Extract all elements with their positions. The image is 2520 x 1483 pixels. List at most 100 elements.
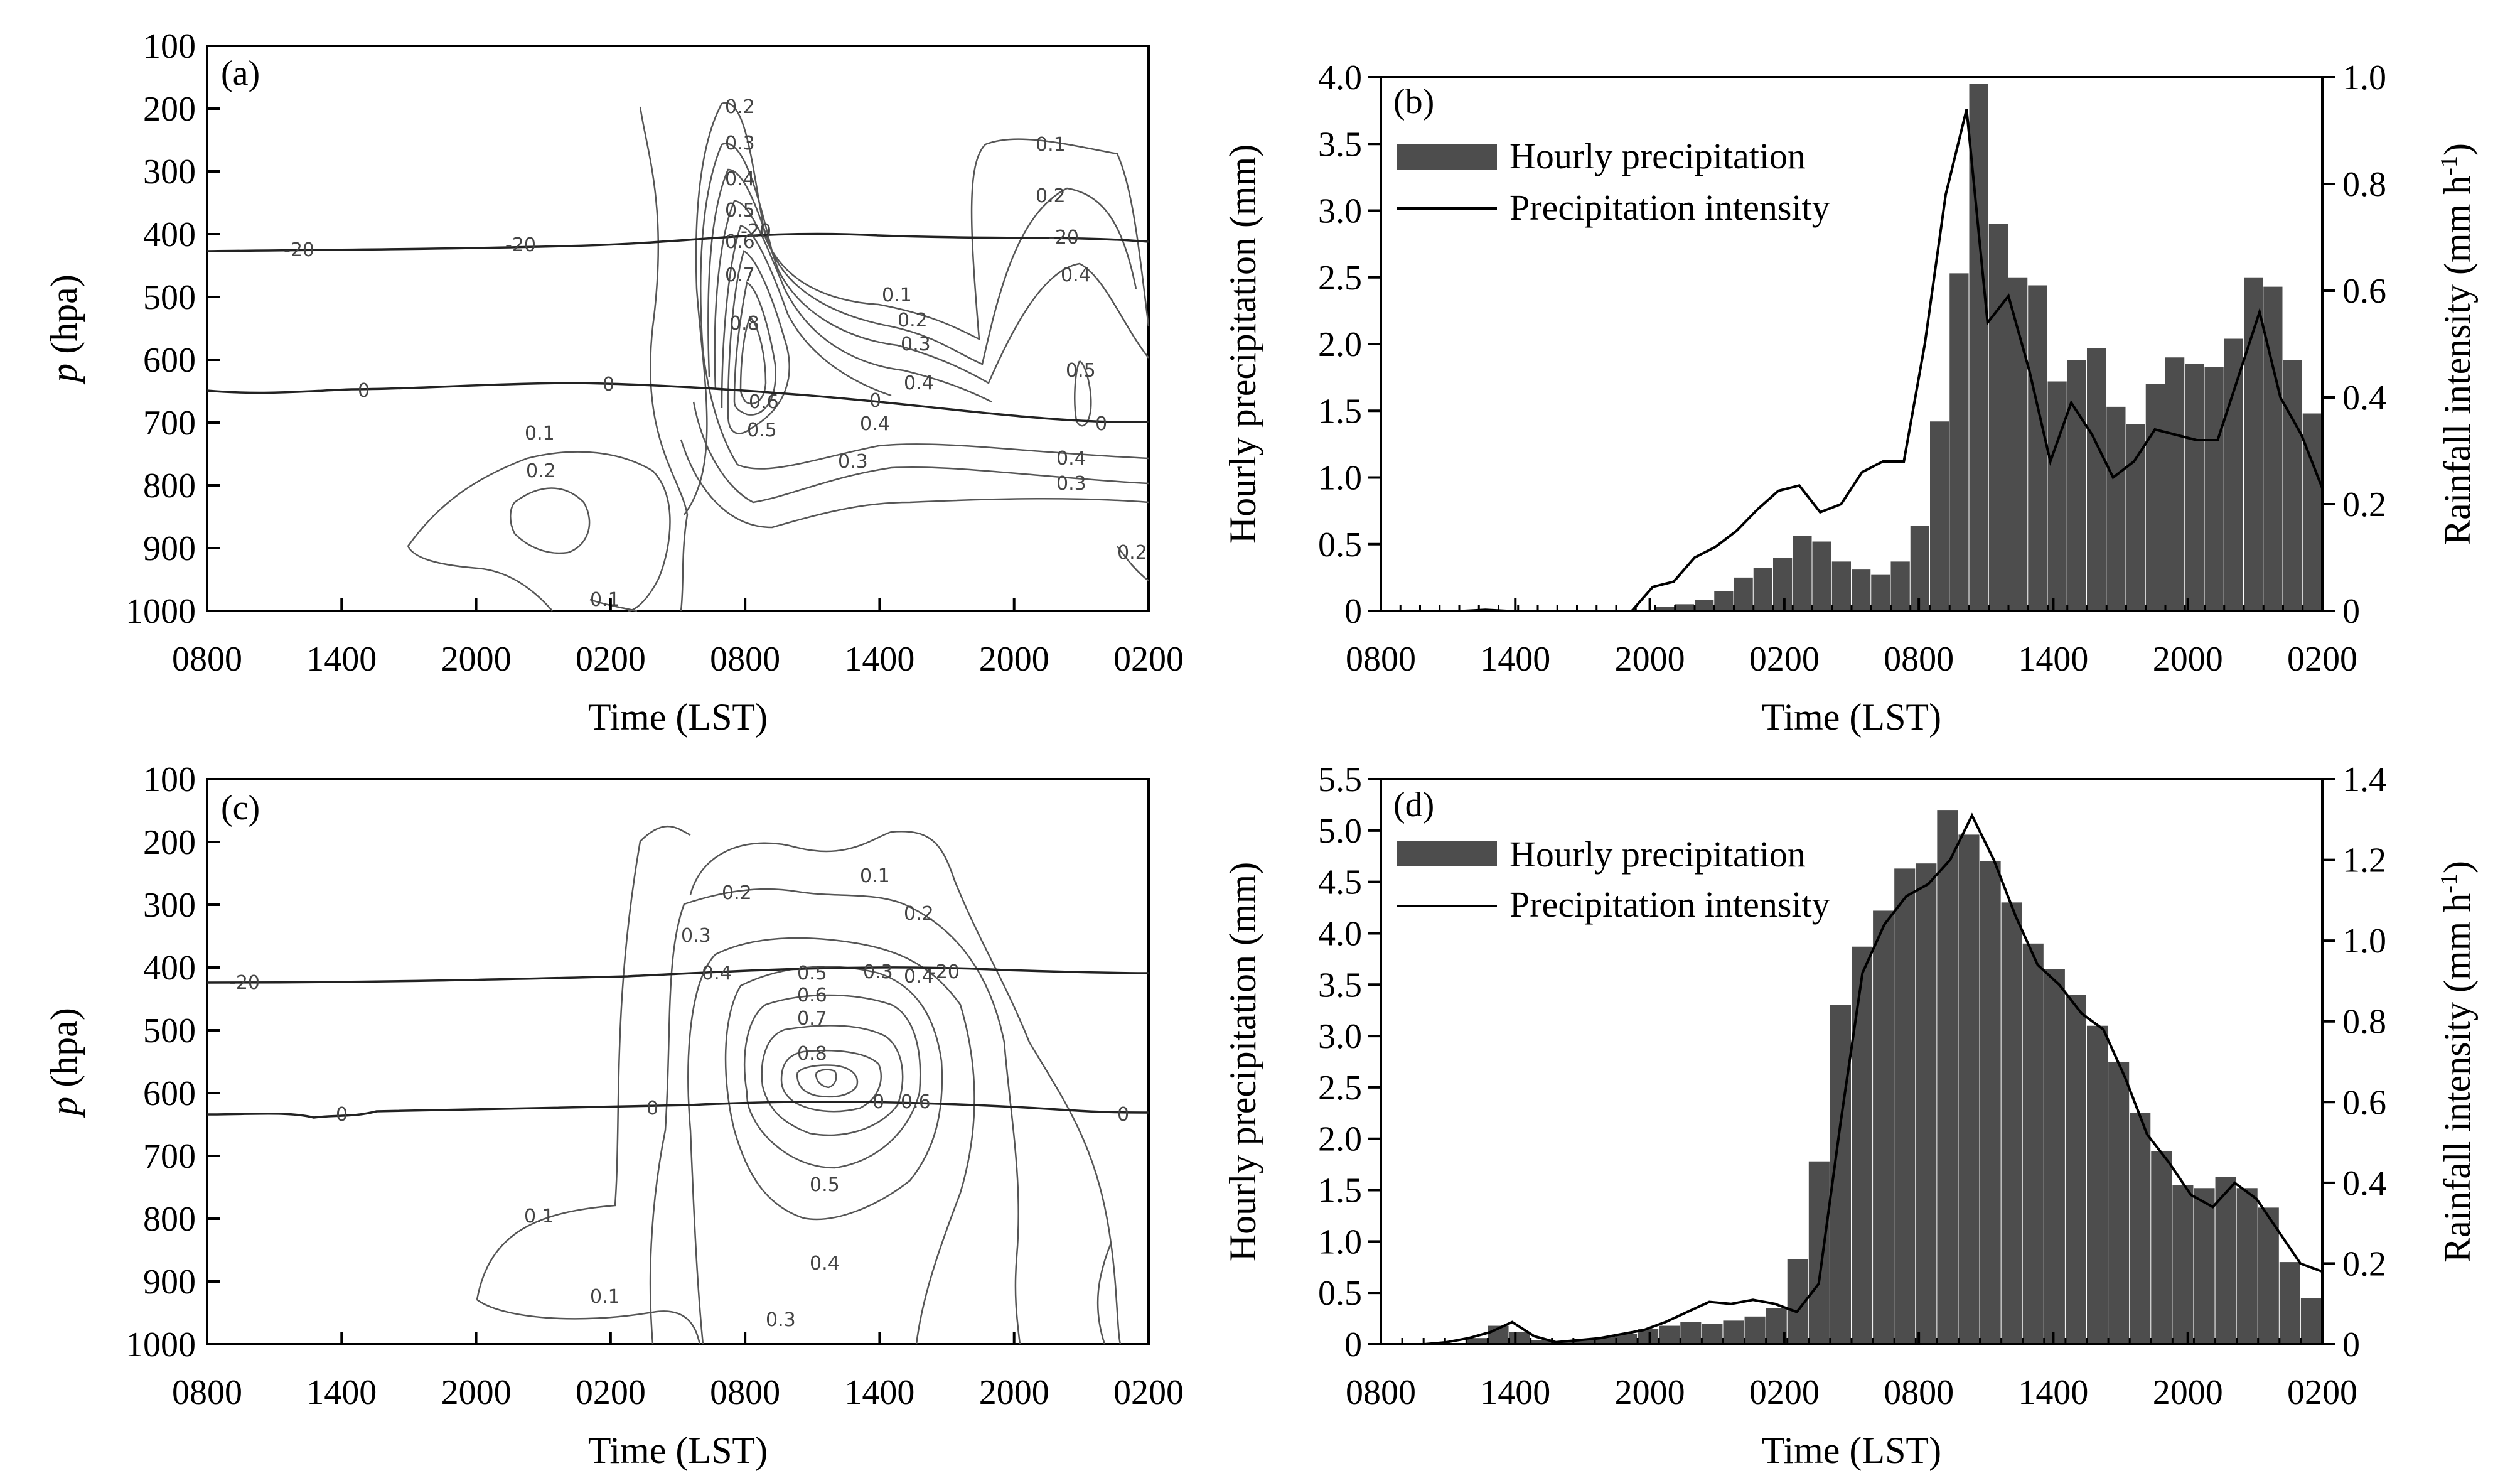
precip-bar	[2108, 1062, 2130, 1344]
y-tick-label: 3.5	[1318, 966, 1362, 1005]
y-tick-label: 1000	[126, 1325, 196, 1364]
precip-bar	[1949, 273, 1969, 611]
panel-b-left-y-axis-title: Hourly precipitation (mm)	[1222, 144, 1263, 544]
y-tick-label: 0.6	[2342, 272, 2386, 311]
y-tick-label: 0	[2342, 1325, 2360, 1364]
contour-line	[639, 106, 689, 612]
precip-bar	[1890, 561, 1910, 611]
legend-bar-label: Hourly precipitation	[1509, 834, 1806, 875]
contour-label: 0.1	[525, 423, 555, 445]
precip-bar	[1988, 224, 2008, 611]
x-tick-label: 2000	[1615, 640, 1685, 679]
contour-label: 0.4	[860, 413, 890, 435]
contour-label: 0.5	[810, 1174, 840, 1196]
y-tick-label: 5.0	[1318, 812, 1362, 851]
y-tick-label: 800	[143, 1200, 196, 1239]
precip-bar	[2067, 360, 2086, 611]
contour-label: 0.3	[838, 451, 868, 473]
precip-bar	[1659, 1325, 1680, 1344]
y-tick-label: 4.0	[1318, 914, 1362, 953]
precip-bar	[1744, 1316, 1766, 1344]
x-tick-label: 0200	[576, 640, 646, 679]
x-tick-label: 0800	[172, 1373, 242, 1412]
precip-bar	[1808, 1161, 1830, 1344]
contour-label: 0.4	[1061, 264, 1091, 286]
contour-line	[700, 143, 1137, 365]
contour-line	[683, 102, 1150, 515]
precip-bar	[1723, 1320, 1744, 1344]
contour-label: 0	[872, 1091, 884, 1113]
precip-bar	[2185, 364, 2204, 611]
y-tick-label: 600	[143, 1074, 196, 1113]
contour-line	[707, 168, 1149, 384]
contour-label: 0.1	[860, 865, 890, 887]
precip-bar	[1734, 577, 1753, 611]
precip-bar	[2047, 381, 2067, 611]
contour-label: 0.4	[810, 1253, 840, 1275]
contour-line	[724, 966, 943, 1221]
panel-b-precipitation-chart: (b) Hourly precipitation Precipitation i…	[1222, 58, 2478, 738]
contour-label: 0	[358, 380, 370, 402]
precip-bar	[1958, 834, 1980, 1344]
y-tick-label: 3.5	[1318, 125, 1362, 164]
precip-bar	[1616, 1334, 1638, 1344]
y-tick-label: 1.0	[1318, 459, 1362, 498]
contour-label: 0.8	[797, 1043, 827, 1065]
y-tick-label: 200	[143, 90, 196, 129]
legend-bar-swatch	[1397, 144, 1497, 170]
precip-bar	[1831, 561, 1851, 611]
contour-label: 0	[603, 374, 614, 396]
precip-bar	[1980, 861, 2001, 1344]
panel-b-x-axis-title: Time (LST)	[1762, 696, 1941, 738]
panel-a-contours	[407, 102, 1150, 612]
y-tick-label: 0.5	[1318, 526, 1362, 564]
contour-line	[744, 994, 921, 1169]
x-tick-label: 0200	[2287, 1373, 2357, 1412]
y-tick-label: 100	[143, 760, 196, 799]
panel-c-x-axis-title: Time (LST)	[588, 1430, 768, 1471]
x-tick-label: 1400	[844, 640, 914, 679]
x-tick-label: 0800	[710, 1373, 780, 1412]
contour-line	[680, 439, 1149, 529]
precip-bar	[1916, 863, 1937, 1344]
contour-line	[733, 281, 776, 416]
y-axis-title-rest: (hpa)	[43, 1008, 85, 1097]
right-axis-title-prefix: Rainfall intensity (mm h	[2437, 893, 2478, 1263]
y-tick-label: 500	[143, 278, 196, 317]
precip-bar	[1530, 1340, 1552, 1344]
contour-label: 0	[869, 390, 881, 412]
panel-d-label: (d)	[1393, 785, 1434, 824]
panel-a-x-axis-title: Time (LST)	[588, 696, 768, 738]
contour-line	[1074, 360, 1092, 427]
contour-line	[689, 831, 1122, 1345]
precip-bar	[2022, 943, 2044, 1344]
contour-label: 0.2	[898, 310, 928, 332]
y-tick-label: 1.5	[1318, 1172, 1362, 1211]
precip-bar	[2279, 1262, 2300, 1344]
panel-b-x-axis: 0800 1400 2000 0200 0800 1400 2000 0200	[1346, 598, 2357, 679]
x-tick-label: 2000	[441, 1373, 512, 1412]
x-tick-label: 0200	[1113, 640, 1184, 679]
panel-d-right-y-axis: 0 0.2 0.4 0.6 0.8 1.0 1.2 1.4	[2322, 760, 2386, 1364]
contour-line	[727, 250, 790, 434]
y-tick-label: 2.5	[1318, 259, 1362, 298]
y-tick-label: 4.0	[1318, 58, 1362, 97]
x-tick-label: 0200	[1749, 640, 1820, 679]
contour-label: 0.1	[882, 284, 912, 306]
x-tick-label: 0800	[1346, 1373, 1416, 1412]
panel-d-left-y-axis-title: Hourly precipitation (mm)	[1222, 862, 1263, 1262]
right-axis-title-sup: -1	[2436, 156, 2462, 176]
contour-label: 0.1	[590, 589, 620, 611]
y-tick-label: 1000	[126, 592, 196, 631]
legend-bar-label: Hourly precipitation	[1509, 136, 1806, 176]
contour-label: 0.6	[749, 391, 779, 413]
panel-a-y-axis: 100 200 300 400 500 600 700 800 900 1000	[126, 27, 220, 631]
x-tick-label: 0800	[710, 640, 780, 679]
contour-label: 0.1	[590, 1286, 620, 1308]
right-axis-title-sup: -1	[2436, 873, 2462, 893]
contour-label: -20	[1048, 227, 1079, 249]
contour-label: 0.4	[725, 168, 755, 190]
y-tick-label: 0	[2342, 592, 2360, 631]
contour-label: 0.3	[681, 925, 711, 947]
